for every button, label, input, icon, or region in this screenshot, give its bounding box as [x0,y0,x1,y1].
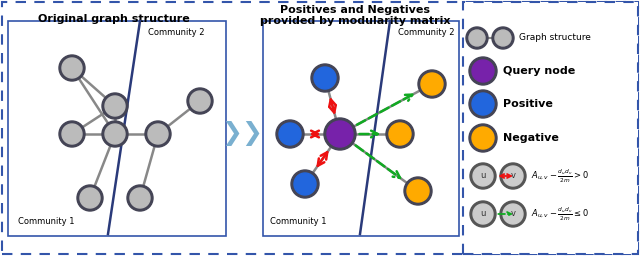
Circle shape [187,88,213,114]
Circle shape [492,27,514,49]
Circle shape [62,124,82,144]
Circle shape [105,124,125,144]
Circle shape [469,90,497,118]
Text: v: v [511,209,515,219]
Circle shape [500,163,526,189]
Circle shape [466,27,488,49]
Circle shape [470,201,496,227]
Circle shape [469,30,485,46]
Circle shape [469,57,497,85]
FancyArrowPatch shape [500,174,511,178]
Circle shape [105,96,125,116]
Circle shape [327,121,353,147]
Circle shape [418,70,446,98]
Text: provided by modularity matrix: provided by modularity matrix [260,16,451,26]
Circle shape [473,166,493,186]
Circle shape [314,67,336,89]
Circle shape [62,58,82,78]
Text: u: u [480,172,486,180]
Circle shape [389,123,411,145]
Circle shape [472,93,494,115]
Circle shape [386,120,414,148]
Circle shape [407,180,429,202]
FancyArrowPatch shape [356,145,400,178]
FancyArrowPatch shape [329,100,336,113]
Circle shape [472,60,494,82]
Circle shape [102,121,128,147]
Text: Community 1: Community 1 [270,217,326,226]
Bar [463,2,638,254]
Circle shape [473,204,493,224]
Circle shape [324,118,356,150]
Circle shape [59,55,85,81]
Circle shape [500,201,526,227]
Circle shape [503,204,523,224]
Circle shape [102,93,128,119]
Bar [263,21,459,236]
Text: ❯❯: ❯❯ [221,122,263,146]
Circle shape [294,173,316,195]
FancyArrowPatch shape [357,95,412,125]
Circle shape [130,188,150,208]
Text: v: v [511,172,515,180]
Text: Negative: Negative [503,133,559,143]
Circle shape [148,124,168,144]
Circle shape [311,64,339,92]
Text: Original graph structure: Original graph structure [38,14,190,24]
Circle shape [469,124,497,152]
Circle shape [279,123,301,145]
Circle shape [421,73,443,95]
Circle shape [190,91,210,111]
Text: Community 2: Community 2 [148,28,205,37]
Circle shape [145,121,171,147]
Text: $A_{u,v}-\frac{d_u d_v}{2m}\leq 0$: $A_{u,v}-\frac{d_u d_v}{2m}\leq 0$ [531,205,589,223]
Circle shape [472,127,494,149]
Text: u: u [480,209,486,219]
Circle shape [291,170,319,198]
FancyArrowPatch shape [317,152,327,166]
Circle shape [77,185,103,211]
Circle shape [495,30,511,46]
FancyArrowPatch shape [360,131,378,137]
FancyArrowPatch shape [499,212,511,216]
Circle shape [127,185,153,211]
Text: Graph structure: Graph structure [519,34,591,42]
Bar [8,21,226,236]
Text: Query node: Query node [503,66,575,76]
Circle shape [276,120,304,148]
Text: Positive: Positive [503,99,553,109]
Text: Positives and Negatives: Positives and Negatives [280,5,430,15]
Text: $A_{u,v}-\frac{d_u d_v}{2m}>0$: $A_{u,v}-\frac{d_u d_v}{2m}>0$ [531,167,589,185]
Circle shape [59,121,85,147]
FancyArrowPatch shape [311,131,319,137]
Circle shape [503,166,523,186]
Circle shape [404,177,432,205]
Text: Community 2: Community 2 [398,28,454,37]
Circle shape [470,163,496,189]
Text: Community 1: Community 1 [18,217,74,226]
Circle shape [80,188,100,208]
